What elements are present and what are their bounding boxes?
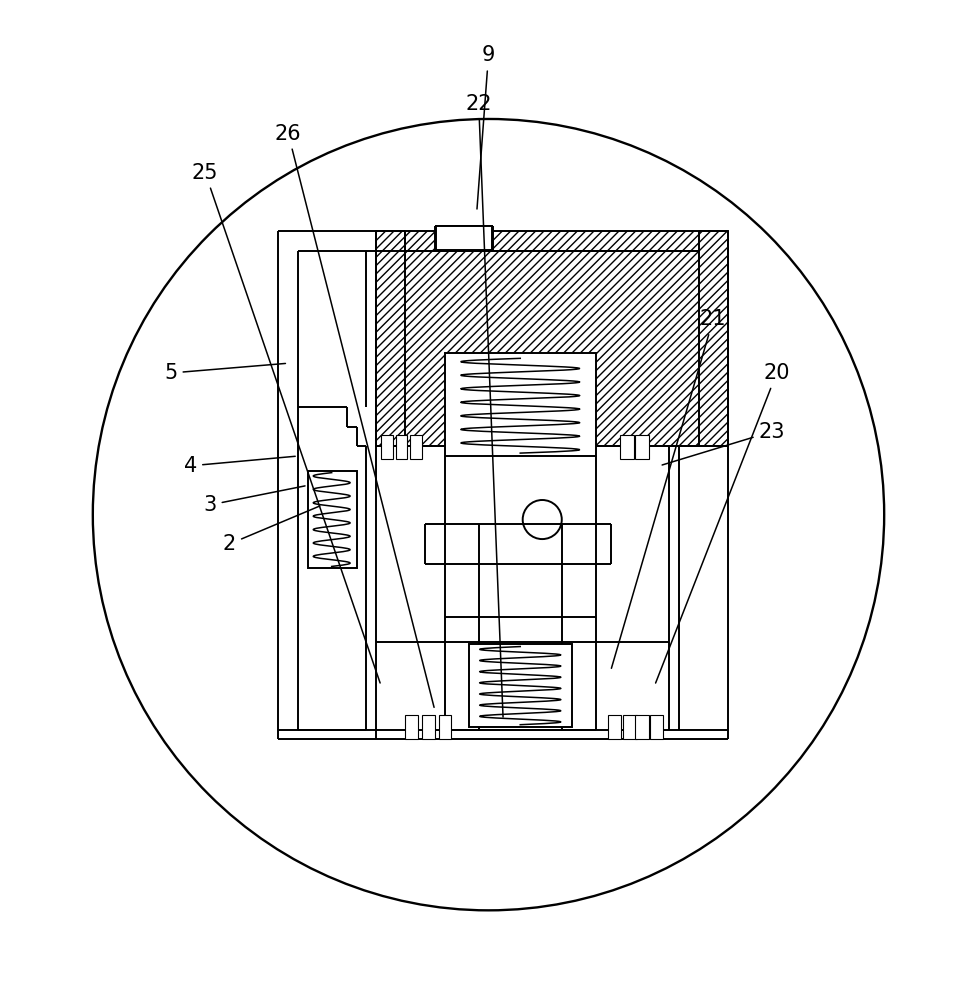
Bar <box>376 231 728 446</box>
Bar <box>620 435 634 459</box>
Bar <box>396 435 407 459</box>
Text: 21: 21 <box>612 309 727 668</box>
Bar <box>469 644 572 727</box>
Text: 4: 4 <box>184 456 295 476</box>
Bar <box>439 715 451 739</box>
Bar <box>635 435 649 459</box>
Text: 2: 2 <box>223 506 319 554</box>
Bar <box>381 435 393 459</box>
Bar <box>623 715 637 739</box>
Bar <box>635 715 649 739</box>
Bar <box>608 715 621 739</box>
Bar <box>445 353 596 456</box>
Bar <box>650 715 663 739</box>
Bar <box>422 715 435 739</box>
Bar <box>436 226 492 250</box>
Text: 5: 5 <box>164 363 285 383</box>
Text: 3: 3 <box>203 486 305 515</box>
Bar <box>410 435 422 459</box>
Bar <box>405 715 418 739</box>
Bar <box>405 251 699 446</box>
Text: 23: 23 <box>662 422 786 465</box>
Text: 9: 9 <box>477 45 495 209</box>
Bar <box>308 471 357 568</box>
Text: 20: 20 <box>656 363 790 683</box>
Text: 22: 22 <box>465 94 503 717</box>
Text: 26: 26 <box>275 124 434 707</box>
Text: 25: 25 <box>191 163 380 683</box>
